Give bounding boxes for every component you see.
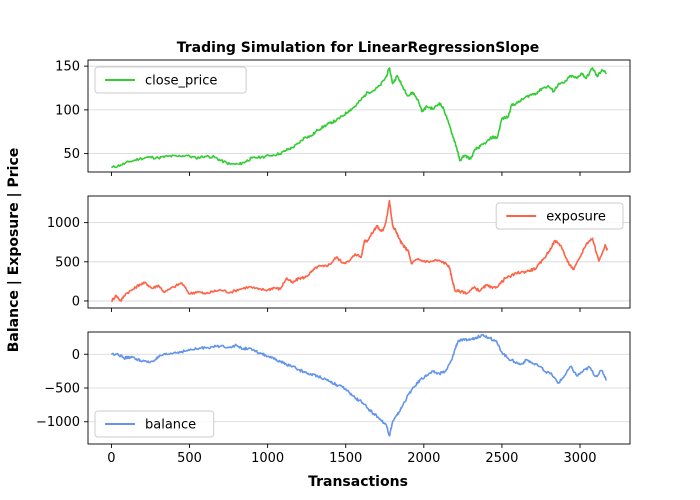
y-tick-label-exposure: 500 [55, 255, 80, 270]
x-tick-label: 500 [177, 451, 202, 466]
y-tick-label-balance: −1000 [36, 415, 80, 430]
series-line-close_price [110, 67, 607, 169]
panel-exposure: 0 500 1000 exposure [47, 195, 631, 312]
series-line-balance [111, 333, 607, 437]
x-axis-label: Transactions [308, 474, 408, 490]
axes-frame-close_price [87, 59, 631, 173]
x-tick-label: 2000 [407, 451, 440, 466]
chart-panels: 50 100 150 close_price 0 500 1000 exposure −1000… [36, 59, 631, 466]
y-tick-label-close_price: 100 [55, 103, 80, 118]
y-tick-label-balance: 0 [72, 348, 80, 363]
y-tick-label-exposure: 1000 [47, 216, 80, 231]
y-tick-label-balance: −500 [44, 382, 80, 397]
legend-box [94, 66, 247, 94]
x-tick-label: 0 [107, 451, 115, 466]
panel-close_price: 50 100 150 close_price [55, 59, 631, 176]
legend-balance: balance [94, 410, 215, 438]
legend-box [495, 202, 624, 230]
legend-label-balance: balance [145, 418, 196, 433]
series-line-exposure [111, 199, 609, 303]
legend-close_price: close_price [94, 66, 247, 94]
y-tick-label-close_price: 50 [63, 147, 80, 162]
y-tick-label-exposure: 0 [72, 294, 80, 309]
axes-frame-exposure [87, 195, 631, 309]
x-tick-label: 1000 [251, 451, 284, 466]
legend-exposure: exposure [495, 202, 624, 230]
x-tick-label: 1500 [329, 451, 362, 466]
x-tick-label: 2500 [485, 451, 518, 466]
y-tick-label-close_price: 150 [55, 60, 80, 75]
y-axis-label: Balance | Exposure | Price [6, 148, 22, 353]
legend-label-exposure: exposure [546, 210, 606, 225]
chart-title: Trading Simulation for LinearRegressionS… [177, 40, 539, 56]
legend-label-close_price: close_price [145, 74, 217, 89]
legend-box [94, 410, 215, 438]
x-tick-label: 3000 [563, 451, 596, 466]
panel-balance: −1000 −500 0 0 500 1000 1500 2000 2500 3000 balanc… [36, 331, 631, 466]
